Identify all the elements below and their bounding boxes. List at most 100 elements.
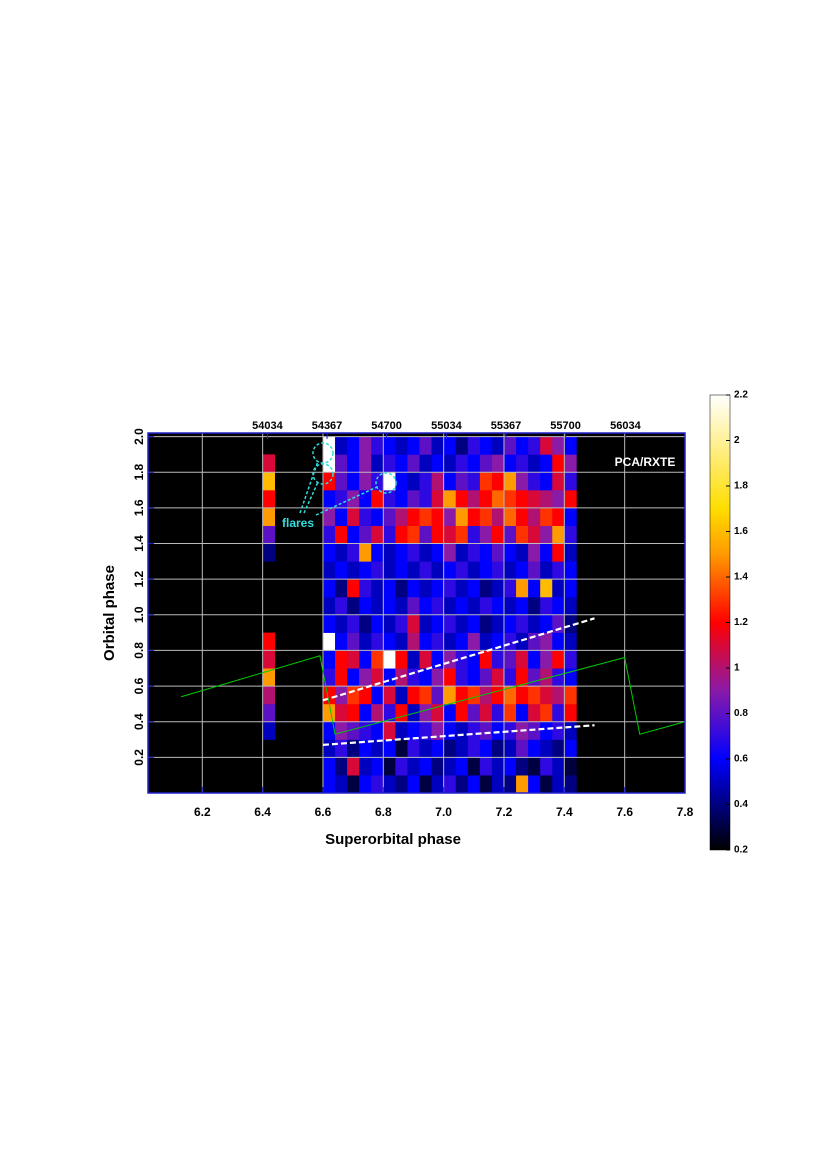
heatmap-cell — [564, 739, 577, 758]
heatmap-cell — [479, 454, 493, 473]
x-tick-label: 7.4 — [556, 805, 573, 819]
heatmap-cell — [322, 596, 336, 616]
heatmap-cell — [455, 525, 469, 544]
heatmap-cell — [564, 579, 577, 598]
y-tick-label: 0.4 — [132, 713, 146, 730]
heatmap-cell — [347, 757, 360, 776]
heatmap-cell — [443, 490, 457, 509]
colorbar-tick-label: 0.6 — [734, 754, 748, 765]
colorbar-tick-label: 0.4 — [734, 799, 748, 810]
heatmap-cell — [262, 490, 276, 509]
heatmap-cell — [552, 543, 565, 562]
heatmap-cell — [407, 454, 420, 473]
heatmap-cell — [395, 507, 408, 526]
heatmap-cell — [407, 561, 420, 580]
heatmap-cell — [359, 507, 372, 526]
heatmap-cell — [383, 436, 396, 455]
heatmap-cell — [540, 454, 553, 473]
heatmap-cell — [371, 721, 384, 740]
heatmap-cell — [335, 561, 348, 580]
heatmap-cell — [516, 543, 529, 562]
heatmap-cell — [540, 614, 553, 633]
heatmap-cell — [552, 703, 565, 723]
heatmap-cell — [419, 775, 432, 794]
heatmap-cell — [395, 775, 408, 794]
x-tick-label: 7.2 — [496, 805, 513, 819]
heatmap-cell — [455, 454, 469, 473]
heatmap-cell — [383, 703, 396, 723]
heatmap-cell — [335, 596, 348, 616]
heatmap-cell — [564, 436, 577, 455]
x-tick-label: 6.4 — [254, 805, 271, 819]
heatmap-cell — [347, 472, 360, 491]
heatmap-cell — [540, 686, 553, 705]
y-tick-label: 0.2 — [132, 749, 146, 766]
heatmap-cell — [419, 525, 432, 544]
x-tick-label: 7.6 — [616, 805, 633, 819]
x-tick-label: 6.2 — [194, 805, 211, 819]
heatmap-cell — [431, 525, 444, 544]
heatmap-cell — [467, 525, 481, 544]
heatmap-cell — [491, 703, 505, 723]
heatmap-cell — [371, 579, 384, 598]
heatmap-cell — [262, 632, 276, 651]
heatmap-cell — [395, 632, 408, 651]
heatmap-cell — [419, 507, 432, 526]
y-tick-label: 0.6 — [132, 677, 146, 694]
heatmap-cell — [516, 436, 529, 455]
x-tick-label: 6.6 — [315, 805, 332, 819]
heatmap-cell — [359, 436, 372, 455]
heatmap-cell — [395, 436, 408, 455]
heatmap-cell — [552, 490, 565, 509]
heatmap-cell — [528, 454, 541, 473]
heatmap-cell — [347, 507, 360, 526]
heatmap-cell — [503, 614, 517, 633]
heatmap-cell — [540, 436, 553, 455]
heatmap-cell — [347, 668, 360, 687]
overlay-line — [322, 617, 595, 702]
heatmap-cell — [479, 507, 493, 526]
heatmap-cell — [371, 739, 384, 758]
heatmap-cell — [443, 739, 457, 758]
heatmap-cell — [431, 650, 444, 669]
heatmap-cell — [322, 632, 336, 651]
heatmap-cell — [383, 650, 396, 669]
heatmap-cell — [516, 775, 529, 794]
heatmap-cell — [322, 757, 336, 776]
colorbar-tick-label: 1.4 — [734, 572, 748, 583]
heatmap-cell — [395, 614, 408, 633]
heatmap-cell — [540, 632, 553, 651]
heatmap-cell — [371, 668, 384, 687]
heatmap-cell — [455, 632, 469, 651]
heatmap-cell — [347, 686, 360, 705]
heatmap-cell — [347, 525, 360, 544]
heatmap-cell — [395, 739, 408, 758]
heatmap-cell — [467, 721, 481, 740]
heatmap-cell — [455, 579, 469, 598]
y-tick-label: 2.0 — [132, 428, 146, 445]
heatmap-cell — [347, 579, 360, 598]
heatmap-cell — [322, 543, 336, 562]
overlay-lines — [181, 617, 686, 746]
heatmap-cell — [431, 436, 444, 455]
heatmap-cell — [443, 579, 457, 598]
heatmap-cell — [371, 543, 384, 562]
heatmap-cell — [383, 543, 396, 562]
heatmap-cell — [516, 490, 529, 509]
heatmap-cell — [552, 775, 565, 794]
heatmap-cell — [359, 490, 372, 509]
heatmap-cell — [516, 472, 529, 491]
heatmap-cell — [443, 650, 457, 669]
heatmap-cell — [359, 596, 372, 616]
heatmap-cell — [383, 686, 396, 705]
heatmap-cell — [335, 472, 348, 491]
heatmap-cell — [503, 525, 517, 544]
heatmap-cell — [322, 507, 336, 526]
colorbar-tick-label: 1 — [734, 663, 740, 674]
heatmap-cell — [395, 757, 408, 776]
heatmap-cell — [540, 596, 553, 616]
heatmap-cell — [552, 454, 565, 473]
overlay-line — [322, 724, 595, 746]
heatmap-cell — [347, 436, 360, 455]
heatmap-cell — [419, 436, 432, 455]
